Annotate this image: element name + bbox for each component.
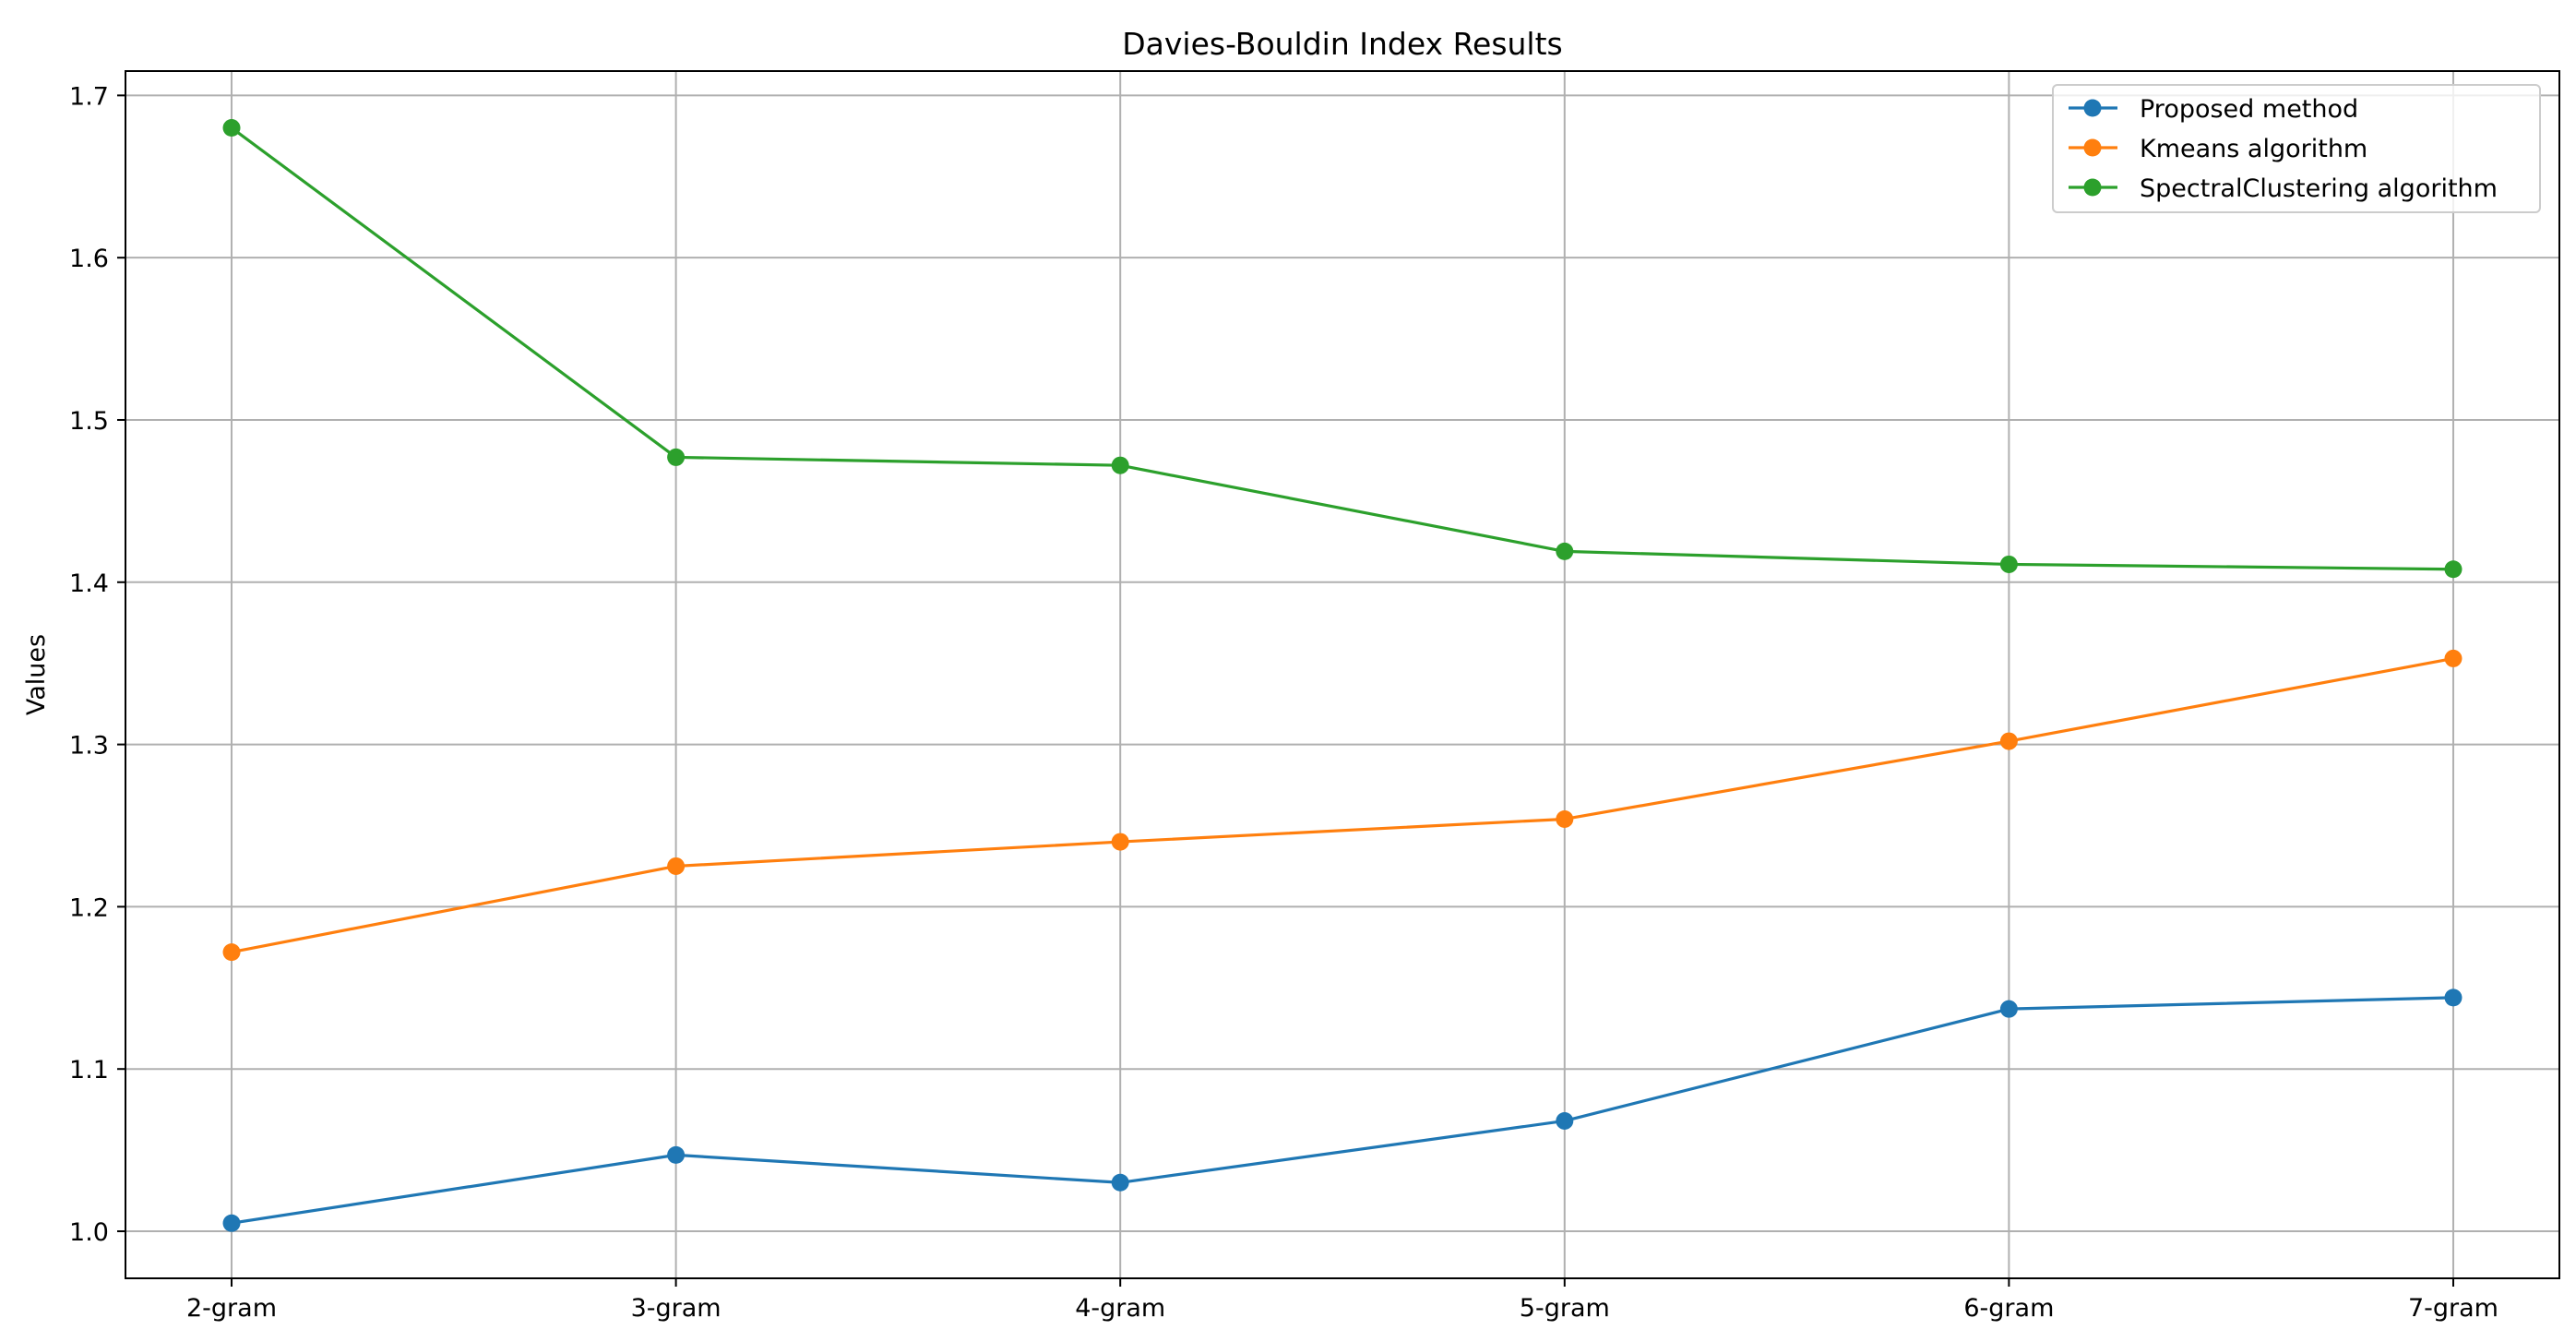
data-point-marker <box>667 448 686 466</box>
y-axis: 1.0 1.1 1.2 1.3 1.4 1.5 1.6 1.7 <box>69 82 125 1247</box>
data-point-marker <box>222 119 241 138</box>
data-point-marker <box>222 1214 241 1232</box>
y-tick-label: 1.2 <box>69 893 109 922</box>
y-tick-label: 1.5 <box>69 407 109 436</box>
data-point-marker <box>1556 809 1574 828</box>
y-axis-label: Values <box>22 634 51 715</box>
legend-label: SpectralClustering algorithm <box>2140 174 2498 203</box>
data-point-marker <box>222 943 241 962</box>
y-tick-label: 1.3 <box>69 732 109 761</box>
data-point-marker <box>2444 649 2463 667</box>
x-tick-label: 3-gram <box>631 1294 722 1323</box>
data-point-marker <box>667 1145 686 1164</box>
series-group <box>222 119 2463 579</box>
data-point-marker <box>1111 833 1129 851</box>
x-tick-label: 4-gram <box>1075 1294 1165 1323</box>
y-tick-label: 1.1 <box>69 1056 109 1084</box>
data-point-marker <box>667 857 686 875</box>
grid-lines <box>125 71 2559 1278</box>
series-line <box>231 996 2454 1225</box>
legend: Proposed method Kmeans algorithm SpectralC… <box>2052 84 2541 213</box>
x-tick-label: 6-gram <box>1963 1294 2054 1323</box>
data-point-marker <box>1556 542 1574 560</box>
series-line <box>231 126 2454 571</box>
x-tick-label: 2-gram <box>186 1294 277 1323</box>
x-tick-label: 5-gram <box>1520 1294 1610 1323</box>
data-point-marker <box>1111 456 1129 474</box>
series-group <box>222 649 2463 962</box>
data-point-marker <box>1999 555 2018 573</box>
legend-label: Proposed method <box>2140 95 2358 124</box>
data-point-marker <box>1999 732 2018 750</box>
series-group <box>222 989 2463 1232</box>
legend-marker <box>2083 138 2102 157</box>
chart-title: Davies-Bouldin Index Results <box>1122 26 1563 62</box>
series-line <box>231 656 2454 954</box>
legend-marker <box>2083 178 2102 197</box>
legend-label: Kmeans algorithm <box>2140 135 2367 163</box>
data-point-marker <box>2444 560 2463 579</box>
plot-area-frame <box>125 70 2560 1279</box>
y-tick-label: 1.6 <box>69 245 109 273</box>
x-axis: 2-gram 3-gram 4-gram 5-gram 6-gram 7-gram <box>186 1278 2498 1323</box>
data-point-marker <box>1111 1173 1129 1192</box>
x-tick-label: 7-gram <box>2408 1294 2498 1323</box>
y-tick-label: 1.4 <box>69 569 109 598</box>
series-lines <box>222 119 2463 1232</box>
y-tick-label: 1.0 <box>69 1218 109 1247</box>
legend-marker <box>2083 99 2102 117</box>
legend-box <box>2052 84 2541 213</box>
data-point-marker <box>1999 1000 2018 1018</box>
data-point-marker <box>1556 1111 1574 1130</box>
data-point-marker <box>2444 989 2463 1007</box>
y-tick-label: 1.7 <box>69 82 109 111</box>
